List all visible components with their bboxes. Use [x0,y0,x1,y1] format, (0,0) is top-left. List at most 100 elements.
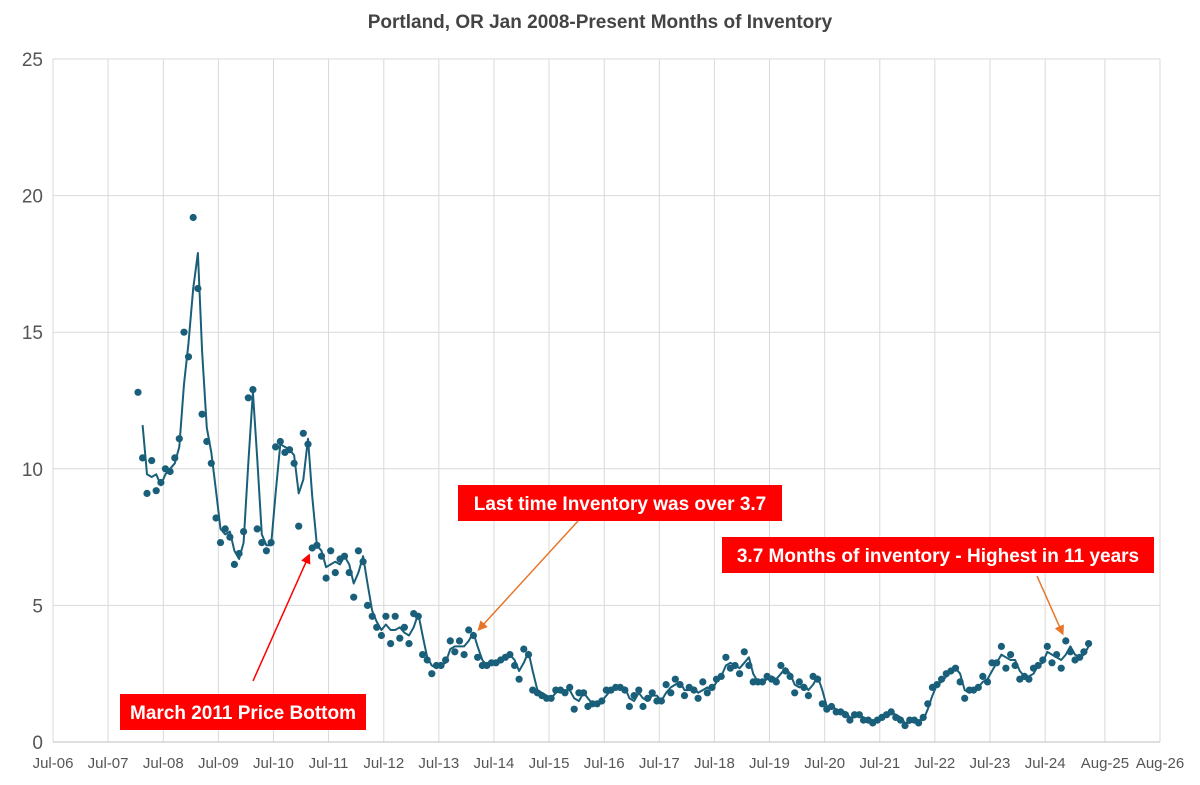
data-point [1066,648,1074,656]
data-point [506,651,514,659]
data-point [446,637,454,645]
data-point [1085,640,1093,648]
data-point [230,560,238,569]
data-point [1039,656,1047,664]
x-tick-label: Jul-18 [694,755,735,772]
x-tick-label: Jul-22 [914,755,955,772]
data-point [781,667,790,675]
data-point [203,437,211,446]
data-point [221,525,229,533]
x-tick-label: Jul-06 [33,755,74,772]
data-point [359,558,367,566]
data-point [400,623,408,631]
data-point [662,681,670,689]
x-tick-label: Jul-24 [1025,755,1066,772]
data-point [855,711,863,719]
data-point [993,659,1001,667]
data-point [189,213,197,222]
data-point [465,626,473,634]
data-point [561,689,569,697]
data-point [951,664,960,672]
data-point [350,593,358,601]
y-tick-label: 15 [22,323,43,344]
data-point [915,719,923,727]
annotation-arrow [477,520,579,631]
data-point [1053,651,1061,659]
x-tick-label: Jul-17 [639,755,680,772]
data-point [979,672,987,681]
data-point [717,672,725,681]
data-point [428,670,436,678]
annotation-label: Last time Inventory was over 3.7 [474,494,767,515]
data-point [818,700,826,708]
data-point [134,388,142,396]
data-point [956,678,964,686]
x-tick-label: Aug-25 [1081,755,1129,772]
annotation: March 2011 Price Bottom [120,553,366,730]
data-point [510,661,519,670]
data-point [639,702,647,711]
y-tick-label: 0 [32,733,43,754]
data-point [740,648,748,656]
data-point [1007,651,1015,659]
data-point [377,631,385,640]
grid-lines [52,58,1161,743]
data-point [901,722,909,730]
x-tick-label: Jul-19 [749,755,790,772]
data-point [216,539,225,547]
annotation-label: 3.7 Months of inventory - Highest in 11 … [737,546,1139,567]
data-point [226,533,234,541]
data-point [804,692,813,700]
data-point [267,539,275,547]
data-point [304,440,312,448]
x-tick-label: Aug-26 [1136,755,1184,772]
data-point [621,686,629,694]
data-point [515,675,523,683]
data-point [777,661,785,670]
data-point [207,459,215,467]
data-point [1048,659,1056,667]
data-point [680,692,689,700]
x-tick-label: Jul-15 [529,755,570,772]
data-point [198,410,206,418]
data-point [758,678,767,686]
data-point [437,661,445,670]
data-point [235,549,243,558]
data-point [139,454,147,462]
data-point [745,661,753,670]
data-point [405,640,413,648]
data-point [175,435,183,443]
data-point [919,713,927,722]
data-point [272,443,280,451]
data-point [1011,661,1019,670]
data-point [547,694,555,702]
data-point [396,634,404,642]
data-point [382,612,390,620]
data-point [143,489,151,497]
data-point [997,642,1006,651]
data-point [1062,637,1070,645]
data-point [184,353,193,361]
annotations: March 2011 Price Bottom Last time Invento… [120,485,1154,730]
chart-title: Portland, OR Jan 2008-Present Months of … [368,12,833,33]
data-point [391,612,399,620]
data-point [800,683,808,692]
data-point [373,623,381,631]
x-tick-label: Jul-23 [970,755,1011,772]
data-point [317,552,326,560]
data-point [520,645,528,653]
y-tick-label: 25 [22,50,43,71]
data-point [455,637,464,645]
data-point [157,478,165,487]
data-point [368,612,376,620]
annotation-arrow [1036,575,1064,636]
data-point [924,700,932,708]
data-point [299,429,307,437]
data-point [244,394,252,402]
data-point [1076,653,1084,661]
data-point [736,670,744,678]
data-point [667,689,675,697]
data-point [791,689,799,697]
data-point [648,689,656,697]
data-point [249,386,257,394]
